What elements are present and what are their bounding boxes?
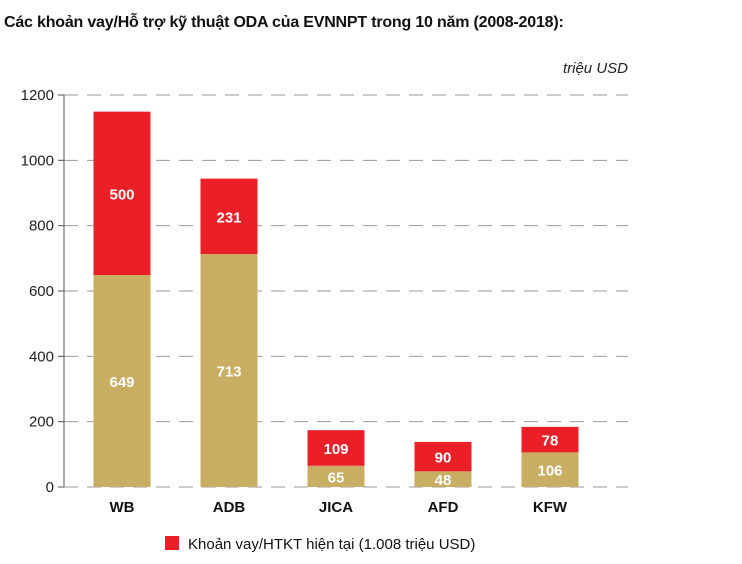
data-label: 90 [435, 450, 452, 467]
category-label: JICA [319, 499, 353, 516]
data-label: 231 [216, 209, 241, 226]
data-label: 109 [323, 441, 348, 458]
category-label: KFW [533, 499, 568, 516]
bar-segment [307, 465, 365, 487]
bars [93, 111, 579, 487]
bar-segment [93, 111, 151, 275]
data-label: 713 [216, 364, 241, 381]
data-label: 106 [537, 463, 562, 480]
y-tick-label: 1000 [21, 152, 54, 169]
bar-segment [93, 274, 151, 487]
legend-label: Khoản vay/HTKT hiện tại (1.008 triệu USD… [188, 536, 475, 553]
y-tick-label: 200 [29, 414, 54, 431]
unit-label: triệu USD [563, 60, 628, 77]
value-labels: 649 500 713 231 65 109 48 90 106 78 [109, 186, 562, 489]
legend-swatch [165, 536, 179, 550]
data-label: 48 [435, 472, 452, 489]
bar-segment [200, 178, 258, 255]
data-label: 649 [109, 374, 134, 391]
y-axis: 0 200 400 600 800 1000 1200 [21, 87, 65, 496]
data-label: 78 [542, 433, 559, 450]
chart-title: Các khoản vay/Hỗ trợ kỹ thuật ODA của EV… [4, 14, 564, 31]
bar-segment [200, 254, 258, 487]
y-tick-label: 800 [29, 218, 54, 235]
data-label: 65 [328, 469, 345, 486]
category-label: AFD [428, 499, 459, 516]
y-tick-label: 600 [29, 283, 54, 300]
bar-segment [521, 452, 579, 487]
bar-segment [414, 471, 472, 487]
legend: Khoản vay/HTKT hiện tại (1.008 triệu USD… [165, 536, 475, 553]
y-tick-label: 1200 [21, 87, 54, 104]
data-label: 500 [109, 186, 134, 203]
bar-segment [414, 441, 472, 472]
y-tick-label: 400 [29, 348, 54, 365]
x-axis: WB ADB JICA AFD KFW [110, 499, 568, 516]
bar-segment [307, 430, 365, 466]
category-label: ADB [213, 499, 246, 516]
bar-segment [521, 426, 579, 453]
y-tick-label: 0 [46, 479, 54, 496]
category-label: WB [110, 499, 135, 516]
